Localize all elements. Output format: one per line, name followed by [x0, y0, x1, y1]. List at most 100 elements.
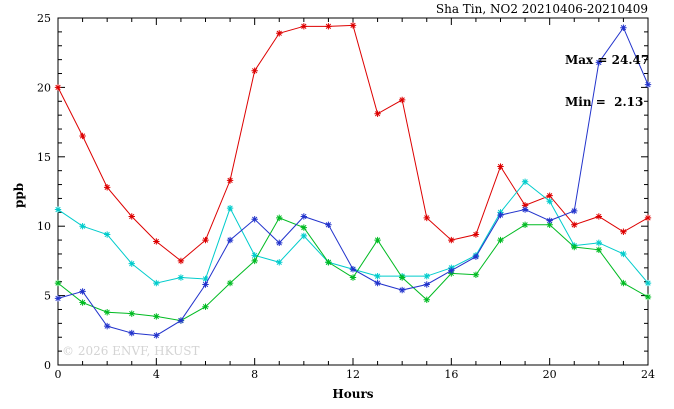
x-axis-ticks: 0 4 8 12 16 20 24 [55, 18, 655, 381]
series-cyan-marker [374, 272, 381, 280]
x-tick-label: 0 [55, 368, 62, 381]
series-blue-marker [595, 59, 603, 66]
series-blue-marker [374, 279, 381, 287]
series-red-marker [325, 23, 332, 30]
series-cyan-marker [153, 279, 160, 287]
series-red-marker [103, 184, 111, 191]
series-cyan-marker [128, 260, 135, 267]
series-cyan-marker [546, 198, 553, 205]
series-green-marker [546, 221, 553, 229]
series-cyan-marker [79, 223, 86, 230]
series-blue-marker [472, 253, 480, 260]
x-tick-label: 12 [346, 368, 360, 381]
series-blue-marker [546, 217, 553, 224]
series-red-marker [448, 236, 455, 244]
series-green-marker [472, 271, 480, 278]
y-tick-label: 25 [37, 12, 51, 25]
y-axis-label: ppb [12, 182, 26, 208]
series-cyan-marker [226, 204, 234, 212]
series-red-marker [153, 238, 160, 245]
series-red-line [57, 24, 649, 262]
series-red-marker [595, 213, 603, 220]
series-red-marker [128, 213, 135, 220]
chart-title: Sha Tin, NO2 20210406-20210409 [435, 2, 648, 16]
series-cyan-marker [276, 259, 283, 266]
plot-border [57, 17, 649, 366]
series-red [54, 22, 652, 265]
y-tick-label: 15 [37, 151, 51, 164]
series-green-marker [300, 224, 308, 231]
series-blue-marker [325, 221, 332, 229]
series-cyan-marker [202, 275, 209, 283]
series-cyan-marker [595, 239, 603, 247]
y-tick-label: 20 [37, 81, 51, 94]
series-red-marker [472, 231, 480, 238]
series-green-marker [153, 313, 160, 320]
series-blue-marker [497, 211, 504, 219]
series-red-marker [571, 221, 578, 229]
series-blue-marker [251, 216, 258, 223]
series-cyan-marker [644, 279, 652, 287]
series-green-marker [644, 293, 652, 301]
y-tick-label: 5 [44, 290, 51, 303]
series-green-marker [521, 221, 529, 229]
series-blue-marker [177, 317, 185, 324]
series-green-marker [202, 303, 209, 310]
series-red-marker [177, 257, 185, 265]
series-blue-marker [54, 295, 62, 302]
series-green [54, 214, 652, 324]
series-green-marker [103, 309, 111, 316]
series-green-marker [349, 274, 357, 281]
y-tick-label: 0 [44, 359, 51, 372]
series-blue-marker [202, 281, 209, 288]
series-red-marker [276, 30, 283, 37]
series-green-marker [595, 246, 603, 253]
series-blue-marker [571, 207, 578, 215]
series-blue-marker [448, 267, 455, 274]
series-cyan-marker [620, 250, 627, 258]
series-blue-marker [349, 266, 357, 273]
series-red-marker [497, 163, 504, 170]
x-tick-label: 8 [251, 368, 258, 381]
series-red-marker [620, 228, 627, 235]
series-green-marker [571, 243, 578, 251]
series-green-marker [325, 259, 332, 266]
y-axis-ticks: 0 5 10 15 20 25 [37, 12, 648, 372]
series-red-marker [251, 67, 258, 74]
series-red-marker [398, 96, 406, 104]
series-blue-line [57, 26, 649, 336]
series-green-marker [398, 274, 406, 281]
series-blue [54, 24, 652, 339]
series-red-marker [349, 22, 357, 29]
series-green-marker [226, 279, 234, 287]
series-red-marker [521, 202, 529, 209]
series-blue-marker [300, 213, 308, 220]
series-cyan-marker [300, 232, 308, 240]
series-red-marker [546, 192, 553, 199]
max-annotation: Max = 24.47 [565, 53, 650, 67]
stats-annotation: Max = 24.47 Min = 2.13 [565, 25, 649, 137]
series-red-marker [202, 236, 209, 244]
series-green-marker [423, 296, 430, 303]
series-cyan-marker [54, 206, 62, 213]
series-green-marker [251, 257, 258, 265]
series-green-marker [128, 310, 135, 317]
series-blue-marker [79, 288, 86, 295]
series-blue-marker [620, 24, 627, 31]
series-cyan-marker [423, 272, 430, 280]
series-blue-marker [644, 81, 652, 88]
series-red-marker [374, 110, 381, 117]
series-blue-marker [276, 239, 283, 247]
series-green-marker [54, 279, 62, 287]
x-axis-label: Hours [332, 387, 374, 401]
series-blue-marker [423, 281, 430, 288]
series-green-marker [620, 279, 627, 287]
series-blue-marker [153, 332, 160, 339]
y-tick-label: 10 [37, 220, 51, 233]
series-green-marker [79, 299, 86, 306]
x-tick-label: 16 [444, 368, 458, 381]
series-blue-marker [521, 206, 529, 213]
series-red-marker [54, 84, 62, 91]
